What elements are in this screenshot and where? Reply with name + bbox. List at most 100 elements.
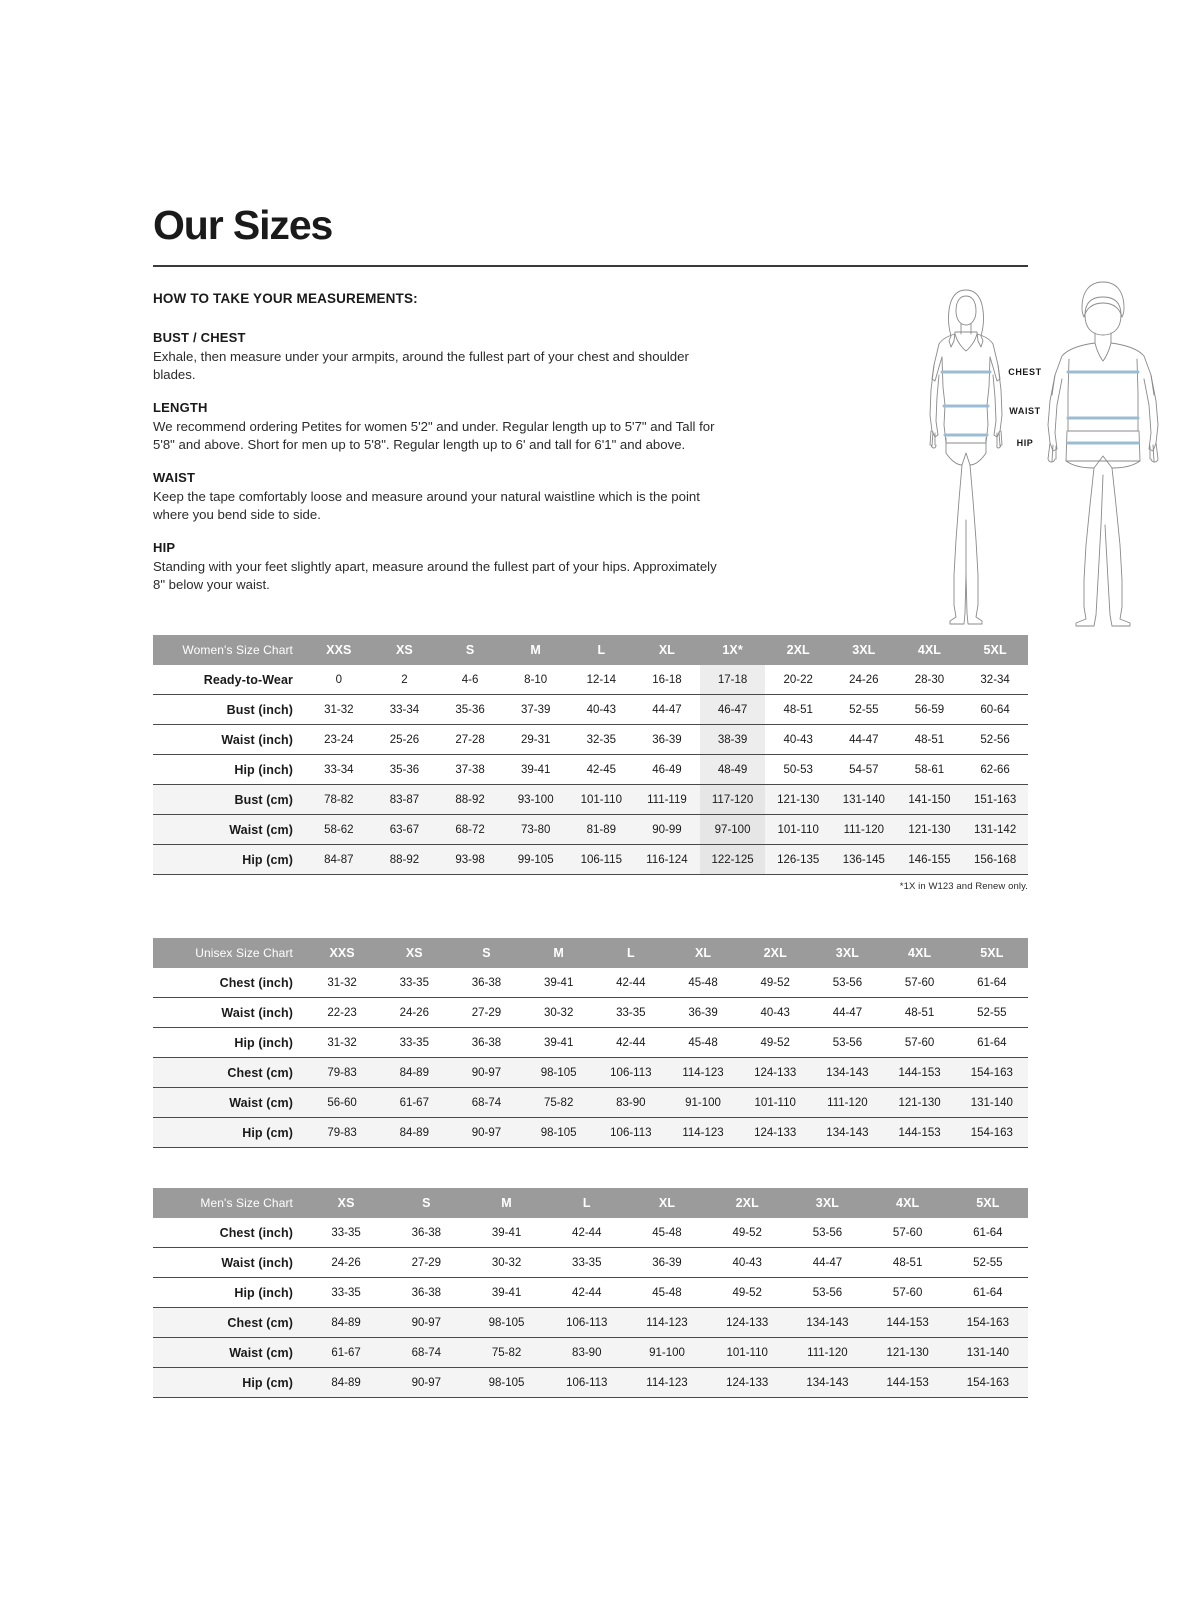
col-header-5xl: 5XL	[955, 938, 1028, 969]
col-header-m: M	[522, 938, 595, 969]
instruction-heading: WAIST	[153, 470, 196, 486]
cell: 49-52	[760, 976, 790, 989]
cell: 36-38	[471, 976, 502, 989]
cell: 106-113	[546, 1307, 627, 1338]
cell: 31-32	[327, 976, 357, 989]
cell: 4-6	[461, 673, 479, 686]
cell: 57-60	[892, 1226, 923, 1239]
cell: 42-45	[568, 754, 635, 785]
cell: 121-130	[883, 1087, 956, 1118]
table-row: Ready-to-Wear 0 2 4-6 8-10 12-14 16-18 1…	[153, 665, 1028, 695]
col-header-l: L	[568, 635, 635, 666]
cell: 61-64	[973, 1226, 1003, 1239]
womens-table-body: Ready-to-Wear 0 2 4-6 8-10 12-14 16-18 1…	[153, 665, 1028, 876]
col-header-xl: XL	[626, 1188, 708, 1219]
cell: 98-105	[466, 1307, 547, 1338]
instruction-body: Keep the tape comfortably loose and meas…	[153, 489, 700, 522]
cell: 98-105	[522, 1057, 595, 1088]
cell-highlighted: 48-49	[699, 754, 766, 785]
cell: 52-56	[962, 724, 1028, 755]
cell: 121-130	[896, 814, 963, 845]
row-label: Waist (inch)	[153, 997, 306, 1028]
cell: 68-74	[450, 1087, 523, 1118]
row-label: Hip (inch)	[153, 754, 306, 785]
cell: 37-38	[437, 754, 503, 785]
cell: 49-52	[707, 1277, 788, 1308]
table-header-row: Women's Size Chart XXS XS S M L XL 1X* 2…	[153, 635, 1028, 666]
cell: 33-35	[378, 1027, 451, 1058]
cell: 32-34	[980, 673, 1010, 686]
cell: 56-60	[306, 1087, 379, 1118]
cell: 44-47	[787, 1247, 868, 1278]
cell: 134-143	[787, 1307, 868, 1338]
mens-size-table: Men's Size Chart XS S M L XL 2XL 3XL 4XL…	[153, 1188, 1028, 1399]
cell-highlighted: 97-100	[699, 814, 766, 845]
row-label: Chest (cm)	[153, 1307, 306, 1338]
mens-table-head: Men's Size Chart XS S M L XL 2XL 3XL 4XL…	[153, 1188, 1028, 1219]
cell: 39-41	[502, 754, 569, 785]
mens-table-name: Men's Size Chart	[153, 1188, 306, 1219]
cell: 101-110	[568, 784, 635, 815]
cell: 45-48	[666, 1027, 740, 1058]
cell: 45-48	[688, 976, 718, 989]
row-label: Waist (inch)	[153, 724, 306, 755]
cell: 144-153	[883, 1057, 956, 1088]
cell: 134-143	[811, 1117, 884, 1149]
cell: 37-39	[502, 694, 569, 725]
figure-label-hip: HIP	[1017, 438, 1034, 448]
title-divider	[153, 265, 1028, 267]
col-header-s: S	[450, 938, 523, 969]
howto-heading: HOW TO TAKE YOUR MEASUREMENTS:	[153, 291, 418, 306]
cell: 83-90	[594, 1087, 667, 1118]
cell: 106-113	[594, 1117, 667, 1149]
cell: 35-36	[437, 694, 503, 725]
cell: 90-97	[450, 1117, 523, 1149]
cell: 121-130	[867, 1337, 948, 1368]
cell: 33-34	[371, 694, 438, 725]
row-label: Bust (inch)	[153, 694, 306, 725]
cell: 156-168	[962, 844, 1028, 876]
col-header-xl: XL	[666, 938, 740, 969]
cell: 154-163	[955, 1057, 1028, 1088]
cell: 52-55	[955, 997, 1028, 1028]
cell: 91-100	[666, 1087, 740, 1118]
instruction-waist: WAIST Keep the tape comfortably loose an…	[153, 470, 718, 523]
table-row: Chest (cm) 84-89 90-97 98-105 106-113 11…	[153, 1307, 1028, 1338]
cell: 81-89	[568, 814, 635, 845]
unisex-table-head: Unisex Size Chart XXS XS S M L XL 2XL 3X…	[153, 938, 1028, 969]
cell: 154-163	[955, 1117, 1028, 1149]
cell: 114-123	[626, 1307, 708, 1338]
table-header-row: Unisex Size Chart XXS XS S M L XL 2XL 3X…	[153, 938, 1028, 969]
cell: 136-145	[831, 844, 897, 876]
cell: 124-133	[707, 1367, 788, 1399]
cell: 27-29	[450, 997, 523, 1028]
cell: 33-35	[331, 1226, 361, 1239]
col-header-xxs: XXS	[306, 938, 379, 969]
cell: 23-24	[306, 724, 372, 755]
body-measurement-figures: CHEST WAIST HIP	[898, 275, 1188, 630]
cell: 32-35	[568, 724, 635, 755]
cell: 90-99	[634, 814, 700, 845]
unisex-table-name: Unisex Size Chart	[153, 938, 306, 969]
cell: 50-53	[765, 754, 831, 785]
cell: 48-51	[883, 997, 956, 1028]
cell: 88-92	[371, 844, 438, 876]
cell: 106-115	[568, 844, 635, 876]
instruction-body: Standing with your feet slightly apart, …	[153, 559, 717, 592]
col-header-5xl: 5XL	[962, 635, 1028, 666]
cell: 84-89	[378, 1117, 451, 1149]
cell: 42-44	[546, 1277, 627, 1308]
table-row: Hip (inch) 33-35 36-38 39-41 42-44 45-48…	[153, 1277, 1028, 1308]
cell: 44-47	[811, 997, 884, 1028]
col-header-l: L	[594, 938, 667, 969]
cell: 131-142	[962, 814, 1028, 845]
table-row: Hip (cm) 84-89 90-97 98-105 106-113 114-…	[153, 1367, 1028, 1399]
row-label: Chest (cm)	[153, 1057, 306, 1088]
col-header-2xl: 2XL	[739, 938, 812, 969]
cell-highlighted: 17-18	[699, 665, 766, 695]
cell: 134-143	[811, 1057, 884, 1088]
cell: 114-123	[666, 1117, 740, 1149]
instruction-hip: HIP Standing with your feet slightly apa…	[153, 540, 718, 593]
cell: 61-64	[977, 976, 1007, 989]
cell: 106-113	[594, 1057, 667, 1088]
